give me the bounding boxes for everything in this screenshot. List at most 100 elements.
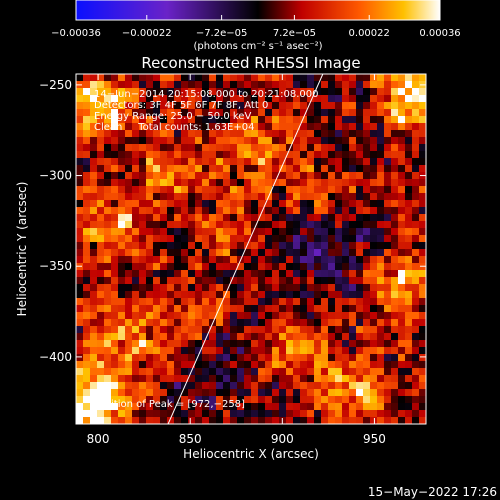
heatmap-cell [251,221,259,229]
heatmap-cell [97,319,105,327]
heatmap-cell [195,270,203,278]
heatmap-cell [370,382,378,390]
heatmap-cell [293,214,301,222]
heatmap-cell [111,361,119,369]
heatmap-cell [328,284,336,292]
heatmap-cell [188,389,196,397]
heatmap-cell [377,123,385,131]
heatmap-cell [384,382,392,390]
heatmap-cell [314,326,322,334]
heatmap-cell [384,375,392,383]
heatmap-cell [202,305,210,313]
heatmap-cell [342,74,350,82]
heatmap-cell [216,242,224,250]
heatmap-cell [314,277,322,285]
heatmap-cell [139,179,147,187]
heatmap-cell [321,319,329,327]
heatmap-cell [370,200,378,208]
heatmap-cell [377,270,385,278]
heatmap-cell [153,165,161,173]
heatmap-cell [328,382,336,390]
heatmap-cell [216,375,224,383]
heatmap-cell [132,298,140,306]
heatmap-cell [237,193,245,201]
heatmap-cell [146,123,154,131]
heatmap-cell [279,242,287,250]
heatmap-cell [237,221,245,229]
heatmap-cell [272,165,280,173]
heatmap-cell [405,200,413,208]
heatmap-cell [391,193,399,201]
heatmap-cell [363,144,371,152]
heatmap-cell [405,95,413,103]
heatmap-cell [195,81,203,89]
heatmap-cell [328,228,336,236]
heatmap-cell [167,305,175,313]
heatmap-cell [342,340,350,348]
heatmap-cell [209,193,217,201]
heatmap-cell [195,368,203,376]
heatmap-cell [265,284,273,292]
heatmap-cell [342,312,350,320]
heatmap-cell [258,382,266,390]
heatmap-cell [342,109,350,117]
heatmap-cell [97,333,105,341]
heatmap-cell [307,200,315,208]
heatmap-cell [195,417,203,424]
heatmap-cell [293,172,301,180]
heatmap-cell [223,144,231,152]
heatmap-cell [230,179,238,187]
heatmap-cell [160,340,168,348]
heatmap-cell [300,228,308,236]
heatmap-cell [237,179,245,187]
heatmap-cell [349,221,357,229]
heatmap-cell [363,242,371,250]
heatmap-cell [321,270,329,278]
heatmap-cell [209,207,217,215]
heatmap-cell [272,193,280,201]
heatmap-cell [111,326,119,334]
heatmap-cell [279,172,287,180]
heatmap-cell [76,249,84,257]
heatmap-cell [223,396,231,404]
heatmap-cell [286,137,294,145]
heatmap-cell [83,291,91,299]
heatmap-cell [328,354,336,362]
heatmap-cell [216,74,224,82]
heatmap-cell [363,410,371,418]
heatmap-cell [230,263,238,271]
heatmap-cell [349,382,357,390]
heatmap-cell [265,144,273,152]
heatmap-cell [90,172,98,180]
heatmap-cell [370,123,378,131]
heatmap-cell [363,165,371,173]
heatmap-cell [237,291,245,299]
heatmap-cell [118,144,126,152]
heatmap-cell [167,88,175,96]
heatmap-cell [97,249,105,257]
heatmap-cell [90,368,98,376]
heatmap-cell [146,88,154,96]
heatmap-cell [97,403,105,411]
heatmap-cell [272,228,280,236]
heatmap-cell [237,284,245,292]
heatmap-cell [216,396,224,404]
heatmap-cell [209,144,217,152]
heatmap-cell [321,144,329,152]
heatmap-cell [342,200,350,208]
heatmap-cell [356,193,364,201]
heatmap-cell [188,95,196,103]
heatmap-cell [258,361,266,369]
heatmap-cell [230,298,238,306]
heatmap-cell [76,396,84,404]
heatmap-cell [293,95,301,103]
heatmap-cell [181,144,189,152]
heatmap-cell [202,130,210,138]
heatmap-cell [377,200,385,208]
heatmap-cell [321,102,329,110]
heatmap-cell [370,249,378,257]
heatmap-cell [118,123,126,131]
heatmap-cell [398,410,406,418]
heatmap-cell [174,151,182,159]
heatmap-cell [132,326,140,334]
